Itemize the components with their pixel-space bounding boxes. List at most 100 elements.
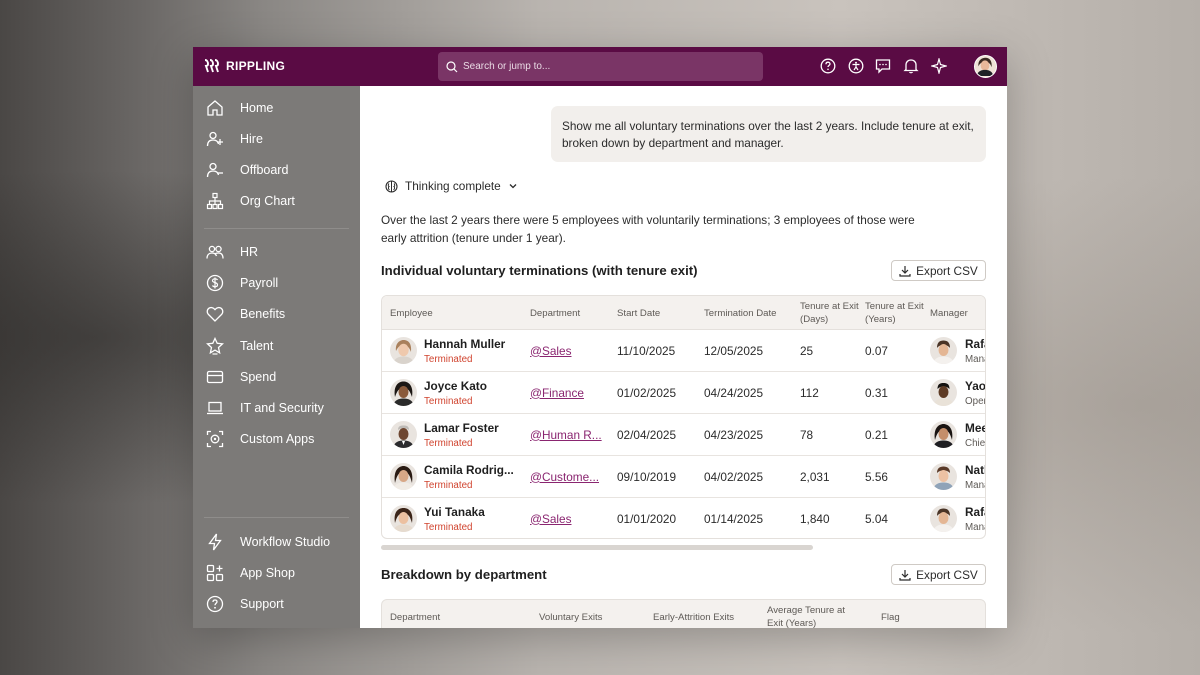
table-row[interactable]: Hannah Muller Terminated @Sales 11/10/20… bbox=[382, 330, 985, 372]
col-early-attrition[interactable]: Early-Attrition Exits bbox=[653, 611, 735, 623]
manager-name[interactable]: Rafa bbox=[965, 337, 985, 351]
table-row[interactable]: Joyce Kato Terminated @Finance 01/02/202… bbox=[382, 372, 986, 414]
start-date: 02/04/2025 bbox=[617, 427, 677, 442]
sidebar-divider bbox=[204, 517, 349, 518]
sparkle-icon[interactable] bbox=[930, 57, 948, 75]
rippling-logo[interactable]: RIPPLING bbox=[204, 59, 285, 73]
table-row[interactable]: Lamar Foster Terminated @Human R... 02/0… bbox=[382, 414, 986, 456]
sidebar-item-hr[interactable]: HR bbox=[205, 240, 355, 264]
sidebar-item-spend[interactable]: Spend bbox=[205, 365, 355, 389]
help-icon[interactable] bbox=[819, 57, 837, 75]
employee-status: Terminated bbox=[424, 522, 473, 533]
top-bar: RIPPLING bbox=[193, 47, 1007, 86]
termination-date: 12/05/2025 bbox=[704, 343, 764, 358]
col-start-date[interactable]: Start Date bbox=[617, 307, 661, 319]
sidebar-item-label: Custom Apps bbox=[240, 432, 315, 446]
sidebar-item-app-shop[interactable]: App Shop bbox=[205, 561, 355, 585]
sidebar-item-label: Offboard bbox=[240, 163, 289, 177]
sidebar-item-label: Org Chart bbox=[240, 194, 295, 208]
sidebar-item-talent[interactable]: Talent bbox=[205, 334, 355, 358]
export-csv-button[interactable]: Export CSV bbox=[891, 260, 986, 281]
sidebar-item-label: Hire bbox=[240, 132, 263, 146]
employee-avatar bbox=[390, 421, 417, 448]
manager-name[interactable]: Nath bbox=[965, 463, 985, 477]
tenure-days: 1,840 bbox=[800, 511, 830, 526]
search-input[interactable] bbox=[463, 61, 753, 72]
sidebar-item-label: HR bbox=[240, 245, 259, 259]
sidebar-item-home[interactable]: Home bbox=[205, 96, 355, 120]
manager-avatar bbox=[930, 421, 957, 448]
start-date: 01/02/2025 bbox=[617, 385, 677, 400]
sidebar-item-label: Spend bbox=[240, 370, 277, 384]
chat-icon[interactable] bbox=[874, 57, 892, 75]
col-manager[interactable]: Manager bbox=[930, 307, 968, 319]
employee-name[interactable]: Lamar Foster bbox=[424, 421, 499, 435]
accessibility-icon[interactable] bbox=[847, 57, 865, 75]
department-link[interactable]: @Custome... bbox=[530, 469, 600, 484]
col-department[interactable]: Department bbox=[530, 307, 581, 319]
horizontal-scrollbar[interactable] bbox=[381, 545, 813, 550]
sidebar-item-label: Talent bbox=[240, 339, 274, 353]
col-average-tenure[interactable]: Average Tenure at Exit (Years) bbox=[767, 605, 846, 628]
support-icon bbox=[205, 595, 224, 614]
employee-status: Terminated bbox=[424, 438, 473, 449]
custom-apps-icon bbox=[205, 430, 224, 449]
col-department[interactable]: Department bbox=[390, 611, 441, 623]
department-breakdown-title: Breakdown by department bbox=[381, 567, 547, 582]
manager-avatar bbox=[930, 337, 957, 364]
sidebar-item-custom-apps[interactable]: Custom Apps bbox=[205, 427, 355, 451]
sidebar-divider bbox=[204, 228, 349, 229]
start-date: 01/01/2020 bbox=[617, 511, 677, 526]
thinking-toggle[interactable]: Thinking complete bbox=[385, 179, 518, 193]
table-header: Employee Department Start Date Terminati… bbox=[382, 296, 985, 330]
star-icon bbox=[205, 337, 224, 356]
search-bar[interactable] bbox=[438, 52, 763, 81]
brain-icon bbox=[385, 179, 398, 193]
sidebar-item-it-security[interactable]: IT and Security bbox=[205, 396, 355, 420]
sidebar-item-support[interactable]: Support bbox=[205, 592, 355, 616]
manager-name[interactable]: Rafa bbox=[965, 505, 985, 519]
manager-avatar bbox=[930, 505, 957, 532]
sidebar-item-hire[interactable]: Hire bbox=[205, 127, 355, 151]
col-voluntary-exits[interactable]: Voluntary Exits bbox=[539, 611, 603, 623]
lightning-icon bbox=[205, 533, 224, 552]
col-tenure-years[interactable]: Tenure at Exit (Years) bbox=[865, 301, 924, 325]
table-row[interactable]: Yui Tanaka Terminated @Sales 01/01/2020 … bbox=[382, 498, 985, 538]
sidebar: Home Hire Offboard Org Chart HR Payroll … bbox=[193, 86, 360, 628]
col-employee[interactable]: Employee bbox=[390, 307, 433, 319]
home-icon bbox=[205, 99, 224, 118]
bell-icon[interactable] bbox=[902, 57, 920, 75]
manager-name[interactable]: Mee bbox=[965, 421, 986, 435]
department-link[interactable]: @Finance bbox=[530, 385, 584, 400]
table-row[interactable]: Camila Rodrig... Terminated @Custome... … bbox=[382, 456, 985, 498]
col-flag[interactable]: Flag bbox=[881, 611, 900, 623]
export-csv-button-department[interactable]: Export CSV bbox=[891, 564, 986, 585]
col-tenure-days[interactable]: Tenure at Exit (Days) bbox=[800, 301, 859, 325]
download-icon bbox=[899, 265, 911, 277]
hr-icon bbox=[205, 243, 224, 262]
sidebar-item-payroll[interactable]: Payroll bbox=[205, 271, 355, 295]
user-avatar[interactable] bbox=[974, 55, 997, 78]
sidebar-item-offboard[interactable]: Offboard bbox=[205, 158, 355, 182]
tenure-years: 0.21 bbox=[865, 427, 888, 442]
sidebar-item-benefits[interactable]: Benefits bbox=[205, 302, 355, 326]
tenure-years: 5.04 bbox=[865, 511, 888, 526]
heart-icon bbox=[205, 305, 224, 324]
employee-name[interactable]: Hannah Muller bbox=[424, 337, 506, 351]
employee-name[interactable]: Yui Tanaka bbox=[424, 505, 485, 519]
employee-status: Terminated bbox=[424, 396, 473, 407]
manager-role: Oper bbox=[965, 396, 986, 407]
employee-name[interactable]: Joyce Kato bbox=[424, 379, 487, 393]
laptop-icon bbox=[205, 399, 224, 418]
manager-name[interactable]: Yao bbox=[965, 379, 986, 393]
sidebar-item-workflow-studio[interactable]: Workflow Studio bbox=[205, 530, 355, 554]
sidebar-item-org-chart[interactable]: Org Chart bbox=[205, 189, 355, 213]
main-content: Show me all voluntary terminations over … bbox=[360, 86, 1007, 628]
export-csv-label: Export CSV bbox=[916, 567, 978, 582]
col-termination-date[interactable]: Termination Date bbox=[704, 307, 777, 319]
employee-name[interactable]: Camila Rodrig... bbox=[424, 463, 514, 477]
department-link[interactable]: @Sales bbox=[530, 343, 572, 358]
department-link[interactable]: @Human R... bbox=[530, 427, 602, 442]
org-chart-icon bbox=[205, 192, 224, 211]
department-link[interactable]: @Sales bbox=[530, 511, 572, 526]
